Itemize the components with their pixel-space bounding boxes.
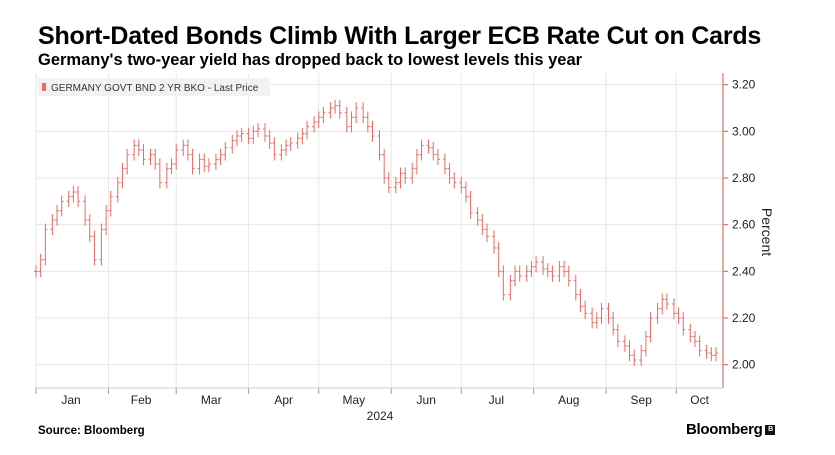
chart-title: Short-Dated Bonds Climb With Larger ECB … (38, 22, 762, 50)
x-tick-label: Oct (690, 393, 709, 407)
x-tick-label: Jul (489, 393, 504, 407)
x-tick-label: Jun (417, 393, 436, 407)
source-note: Source: Bloomberg (38, 425, 145, 437)
legend: GERMANY GOVT BND 2 YR BKO - Last Price (38, 78, 270, 96)
y-tick-label: 3.00 (732, 124, 756, 138)
y-tick-label: 2.20 (732, 311, 756, 325)
bloomberg-wordmark: Bloomberg (686, 421, 763, 438)
series-marks (34, 99, 718, 366)
x-tick-label: Feb (131, 393, 152, 407)
x-tick-label: May (342, 393, 365, 407)
bloomberg-logo: Bloomberg B (686, 421, 776, 438)
legend-label: GERMANY GOVT BND 2 YR BKO - Last Price (51, 83, 259, 94)
y-tick-label: 2.80 (732, 171, 756, 185)
x-axis-year-label: 2024 (367, 409, 394, 423)
x-tick-label: Apr (274, 393, 293, 407)
x-tick-label: Jan (61, 393, 80, 407)
x-tick-label: Aug (558, 393, 579, 407)
y-tick-label: 3.20 (732, 78, 756, 92)
grid-lines (35, 73, 723, 388)
x-tick-label: Mar (201, 393, 222, 407)
bloomberg-icon: B (765, 424, 776, 435)
axis-labels: 2.00 2.20 2.40 2.60 2.80 3.00 3.20 Jan Feb Mar Apr… (61, 78, 755, 407)
y-tick-label: 2.00 (732, 358, 756, 372)
axes (35, 73, 728, 394)
legend-swatch (42, 83, 46, 91)
y-tick-label: 2.60 (732, 218, 756, 232)
y-axis-label: Percent (759, 208, 775, 256)
chart-subtitle: Germany's two-year yield has dropped bac… (38, 51, 583, 69)
y-tick-label: 2.40 (732, 264, 756, 278)
legend-box (38, 78, 270, 96)
x-tick-label: Sep (631, 393, 653, 407)
